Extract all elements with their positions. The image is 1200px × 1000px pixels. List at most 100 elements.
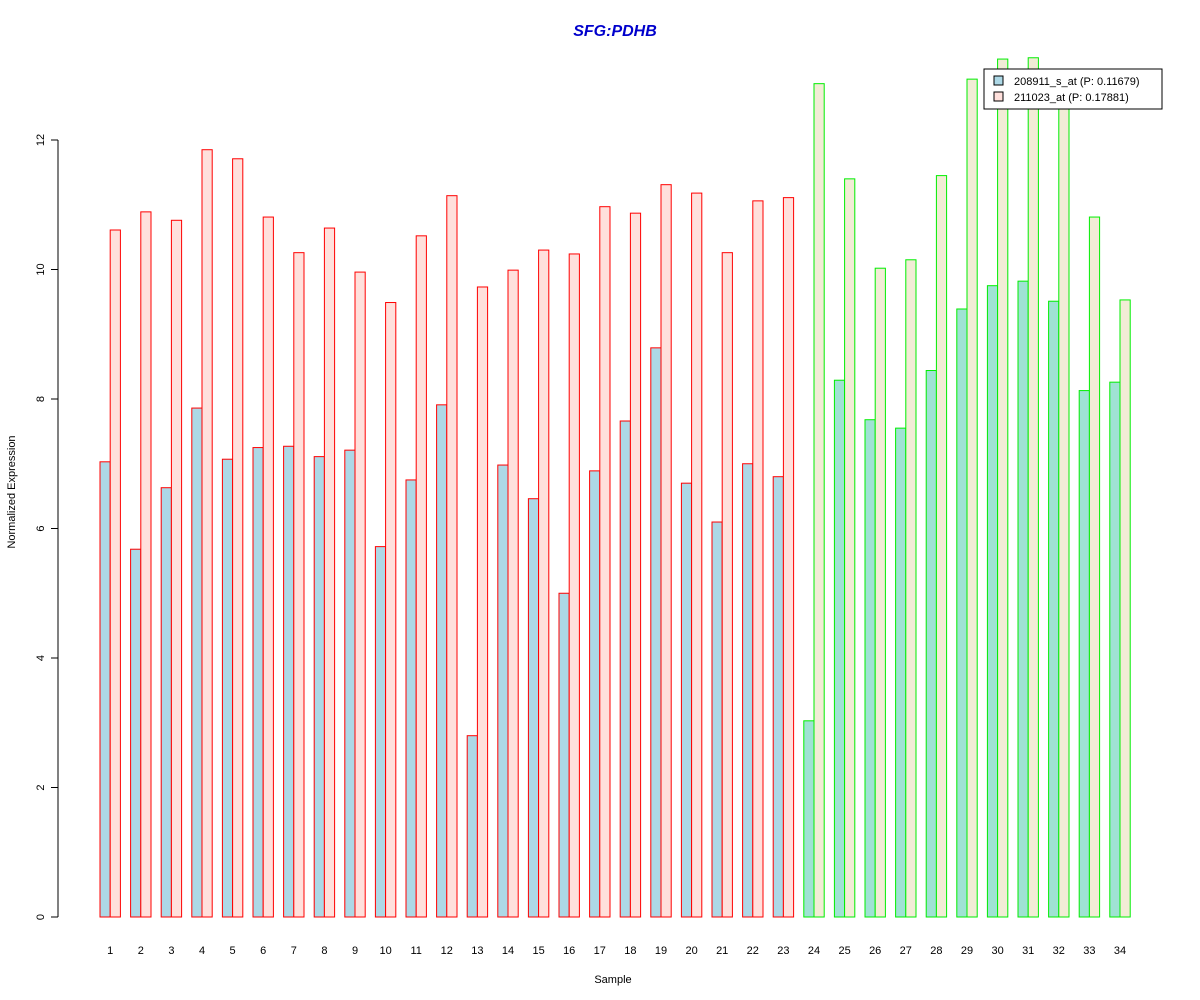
bar-208911-s-at bbox=[864, 419, 876, 918]
bar-208911-s-at bbox=[1048, 300, 1060, 918]
bar-208911-s-at bbox=[803, 720, 815, 918]
bar-211023-at bbox=[874, 267, 886, 918]
bar-211023-at bbox=[1119, 299, 1131, 918]
x-axis-tick-label: 24 bbox=[808, 945, 820, 957]
bar-208911-s-at bbox=[221, 458, 234, 918]
bars bbox=[99, 57, 1131, 918]
y-axis-tick-label: 0 bbox=[35, 914, 47, 920]
bar-208911-s-at bbox=[895, 427, 907, 918]
bar-211023-at bbox=[752, 200, 764, 918]
bar-211023-at bbox=[1027, 57, 1039, 918]
chart-title: SFG:PDHB bbox=[573, 23, 657, 40]
x-axis-tick-label: 20 bbox=[685, 945, 697, 957]
bar-208911-s-at bbox=[313, 456, 325, 918]
bar-208911-s-at bbox=[1078, 390, 1090, 918]
x-axis-tick-label: 34 bbox=[1114, 945, 1126, 957]
x-axis-tick-label: 14 bbox=[502, 945, 514, 957]
x-axis-label: Sample bbox=[594, 974, 631, 986]
bar-211023-at bbox=[660, 184, 672, 918]
bar-211023-at bbox=[935, 175, 948, 918]
x-axis-tick-label: 1 bbox=[107, 945, 113, 957]
bar-211023-at bbox=[1088, 216, 1101, 918]
y-axis-tick-label: 10 bbox=[35, 263, 47, 275]
y-axis-label: Normalized Expression bbox=[6, 435, 18, 548]
bar-211023-at bbox=[354, 271, 366, 918]
bar-211023-at bbox=[476, 286, 489, 918]
bar-208911-s-at bbox=[956, 308, 968, 918]
bar-211023-at bbox=[691, 192, 703, 918]
bar-211023-at bbox=[507, 269, 519, 918]
bar-211023-at bbox=[232, 158, 244, 918]
bar-211023-at bbox=[629, 212, 642, 918]
bar-211023-at bbox=[721, 252, 733, 918]
x-axis-tick-label: 9 bbox=[352, 945, 358, 957]
x-axis-tick-label: 27 bbox=[900, 945, 912, 957]
bar-208911-s-at bbox=[191, 407, 203, 918]
y-axis-tick-label: 12 bbox=[35, 134, 47, 146]
x-axis-tick-label: 32 bbox=[1053, 945, 1065, 957]
bar-211023-at bbox=[262, 216, 274, 918]
bar-208911-s-at bbox=[1017, 280, 1029, 918]
legend-label-208911-s-at: 208911_s_at (P: 0.11679) bbox=[1014, 76, 1140, 88]
bar-208911-s-at bbox=[436, 404, 448, 918]
bar-208911-s-at bbox=[497, 464, 509, 918]
legend-box bbox=[983, 68, 1163, 110]
bar-211023-at bbox=[170, 219, 183, 918]
bar-211023-at bbox=[966, 78, 978, 918]
x-axis-tick-labels: 1 2 3 4 5 6 7 8 9 10 11 12 13 14 15 16 17 18 19 20 21 22 23 24 2… bbox=[107, 945, 1126, 957]
bar-211023-at bbox=[293, 252, 305, 918]
legend-swatch-211023-at bbox=[993, 91, 1004, 102]
x-axis-tick-label: 12 bbox=[441, 945, 453, 957]
bar-208911-s-at bbox=[99, 461, 111, 918]
bar-208911-s-at bbox=[986, 285, 999, 918]
bar-208911-s-at bbox=[374, 546, 387, 918]
bar-208911-s-at bbox=[466, 735, 478, 918]
bar-208911-s-at bbox=[558, 592, 570, 918]
y-axis-tick-label: 8 bbox=[35, 396, 47, 402]
x-axis-tick-label: 18 bbox=[624, 945, 636, 957]
bar-211023-at bbox=[844, 178, 856, 918]
bar-211023-at bbox=[599, 206, 611, 918]
bar-208911-s-at bbox=[130, 548, 142, 918]
legend: 208911_s_at (P: 0.11679) 211023_at (P: 0… bbox=[983, 68, 1163, 110]
x-axis-tick-label: 5 bbox=[230, 945, 236, 957]
x-axis-tick-label: 31 bbox=[1022, 945, 1034, 957]
legend-swatch-208911-s-at bbox=[993, 75, 1004, 86]
y-axis-tick-label: 6 bbox=[35, 525, 47, 531]
x-axis-tick-label: 10 bbox=[379, 945, 391, 957]
x-axis-tick-label: 7 bbox=[291, 945, 297, 957]
x-axis-tick-label: 17 bbox=[594, 945, 606, 957]
x-axis-tick-label: 11 bbox=[410, 945, 421, 957]
x-axis-tick-label: 25 bbox=[838, 945, 850, 957]
bar-211023-at bbox=[568, 253, 580, 918]
y-axis-tick-label: 2 bbox=[35, 784, 47, 790]
bar-211023-at bbox=[201, 149, 213, 918]
y-axis: 0 2 4 6 8 10 12 bbox=[35, 134, 59, 920]
x-axis-tick-label: 21 bbox=[716, 945, 728, 957]
x-axis-tick-label: 8 bbox=[321, 945, 327, 957]
x-axis-tick-label: 33 bbox=[1083, 945, 1095, 957]
bar-208911-s-at bbox=[650, 347, 662, 918]
x-axis-tick-label: 29 bbox=[961, 945, 973, 957]
bar-208911-s-at bbox=[772, 476, 784, 918]
x-axis-tick-label: 22 bbox=[747, 945, 759, 957]
bar-208911-s-at bbox=[742, 463, 754, 918]
bar-211023-at bbox=[538, 249, 550, 918]
x-axis-tick-label: 28 bbox=[930, 945, 942, 957]
bar-208911-s-at bbox=[527, 498, 540, 918]
x-axis-tick-label: 2 bbox=[138, 945, 144, 957]
bar-211023-at bbox=[813, 83, 825, 918]
x-axis-tick-label: 19 bbox=[655, 945, 667, 957]
x-axis-tick-label: 3 bbox=[168, 945, 174, 957]
bar-208911-s-at bbox=[283, 445, 295, 918]
bar-208911-s-at bbox=[160, 487, 172, 918]
bar-208911-s-at bbox=[252, 447, 264, 918]
bar-208911-s-at bbox=[589, 470, 601, 918]
x-axis-tick-label: 26 bbox=[869, 945, 881, 957]
bar-211023-at bbox=[1058, 100, 1070, 918]
bar-208911-s-at bbox=[680, 482, 693, 918]
bar-211023-at bbox=[415, 235, 427, 918]
x-axis-tick-label: 16 bbox=[563, 945, 575, 957]
bar-211023-at bbox=[140, 211, 152, 918]
